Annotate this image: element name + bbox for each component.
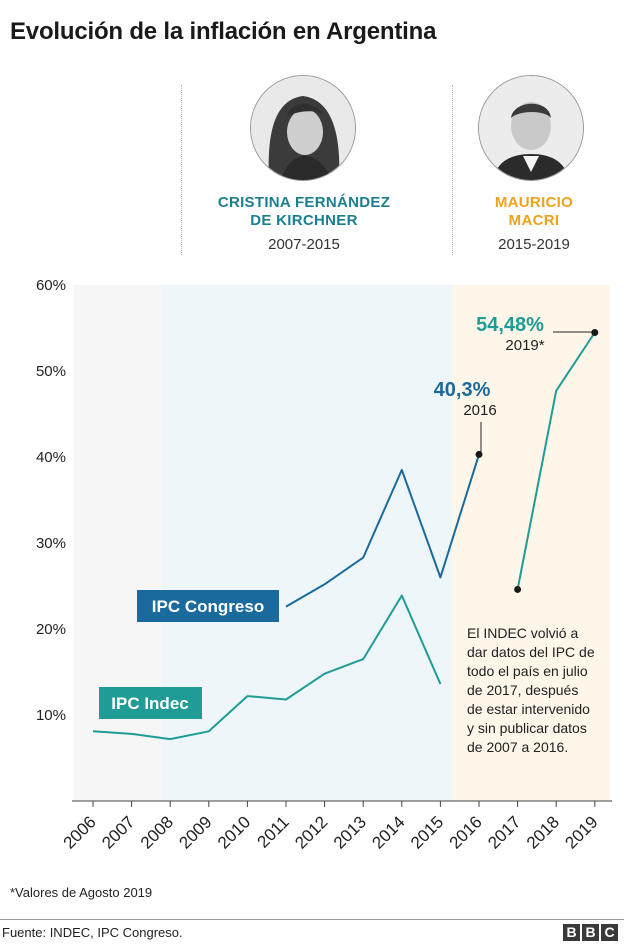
bbc-logo-letter-2: B [582,924,599,941]
note-line-3: todo el país en julio [467,663,588,679]
chart-title: Evolución de la inflación en Argentina [10,18,437,45]
x-tick-label: 2016 [446,812,486,852]
data-point-marker [475,450,483,458]
note-line-2: dar datos del IPC de [467,644,595,660]
footnote: *Valores de Agosto 2019 [10,885,153,900]
bbc-logo: B B C [563,924,618,941]
president-name-macri-line1: MAURICIO [494,194,574,211]
data-point-marker [591,328,599,336]
note-line-6: y sin publicar datos [467,720,587,736]
x-tick-label: 2009 [175,812,215,852]
callout-congreso-year: 2016 [463,402,496,419]
legend-ipc-indec-label: IPC Indec [111,694,188,713]
bbc-logo-letter-3: C [601,924,618,941]
footer-divider [0,919,624,920]
legend-ipc-congreso: IPC Congreso [137,590,279,622]
bbc-logo-letter-1: B [563,924,580,941]
president-divider-right [452,85,453,255]
legend-ipc-indec: IPC Indec [99,687,202,719]
note-line-7: de 2007 a 2016. [467,739,568,755]
x-tick-label: 2015 [407,812,447,852]
x-tick-label: 2010 [214,812,254,852]
annotation-indec-note: El INDEC volvió a dar datos del IPC de t… [467,625,599,755]
callout-indec-value: 54,48% [476,314,544,336]
series-line-ipc-congreso-1 [285,454,480,608]
avatar-cristina-fernandez [250,75,356,181]
x-tick-label: 2007 [98,812,138,852]
period-band-3 [451,285,611,801]
data-markers [475,328,599,593]
y-tick-label: 40% [36,449,66,466]
callout-congreso-value: 40,3% [434,379,491,401]
y-tick-label: 50% [36,363,66,380]
note-line-1: El INDEC volvió a [467,625,578,641]
president-name-cristina-line2: DE KIRCHNER [250,212,358,229]
x-tick-label: 2017 [484,812,524,852]
president-name-macri: MAURICIO MACRI [462,194,606,230]
president-divider-left [181,85,182,255]
y-axis-ticks: 10% 20% 30% 40% 50% 60% [36,277,66,724]
x-tick-label: 2006 [60,812,100,852]
x-tick-label: 2011 [254,812,293,851]
president-years-cristina: 2007-2015 [268,236,340,253]
series-lines [92,331,596,741]
period-band-1 [73,285,163,801]
period-band-2 [162,285,452,801]
period-bands [73,285,611,801]
x-tick-label: 2014 [368,812,408,852]
y-tick-label: 20% [36,621,66,638]
x-tick-label: 2012 [291,812,331,852]
source-note: Fuente: INDEC, IPC Congreso. [2,925,183,940]
note-line-4: de 2017, después [467,682,578,698]
callout-indec-year: 2019* [505,337,544,354]
note-line-5: de estar intervenido [467,701,590,717]
legend-ipc-indec-box [99,687,202,719]
y-tick-label: 60% [36,277,66,294]
legend-ipc-congreso-label: IPC Congreso [152,597,264,616]
series-line-ipc-indec-1 [92,594,442,741]
x-tick-label: 2018 [523,812,563,852]
president-name-cristina: CRISTINA FERNÁNDEZ DE KIRCHNER [196,194,412,230]
president-years-macri: 2015-2019 [498,236,570,253]
x-tick-label: 2013 [330,812,370,852]
y-tick-label: 30% [36,535,66,552]
legend-ipc-congreso-box [137,590,279,622]
data-point-marker [514,585,522,593]
president-name-macri-line2: MACRI [508,212,560,229]
series-line-ipc-indec-2 [516,331,596,590]
x-tick-label: 2008 [137,812,177,852]
avatar-mauricio-macri [478,75,584,181]
president-name-cristina-line1: CRISTINA FERNÁNDEZ [217,194,391,211]
y-tick-label: 10% [36,707,66,724]
x-tick-label: 2019 [561,812,601,852]
